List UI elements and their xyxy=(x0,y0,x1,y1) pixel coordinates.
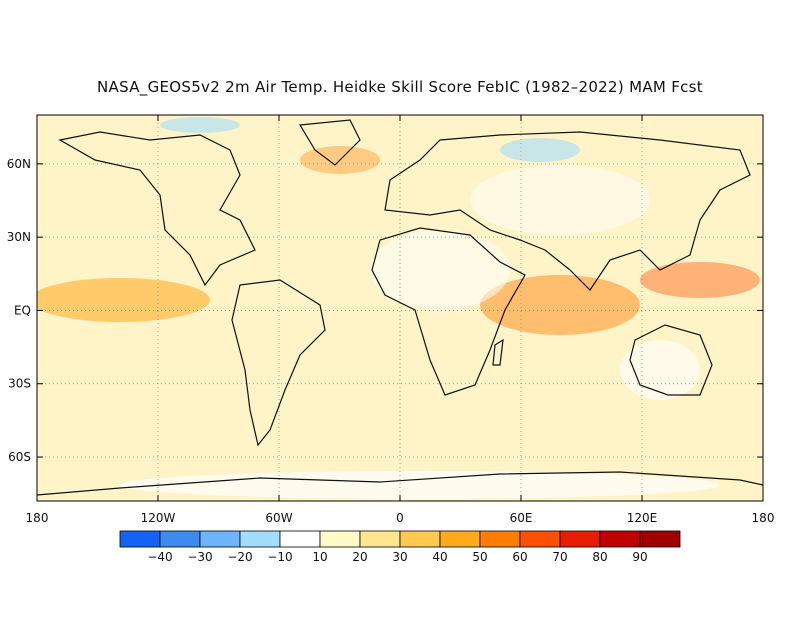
coast-north-america xyxy=(58,131,256,287)
colorbar-swatch xyxy=(199,530,241,548)
eurasia-low-skill xyxy=(470,165,650,235)
lat-label: 30S xyxy=(8,377,31,391)
coast-europe-asia xyxy=(384,131,751,291)
coastlines xyxy=(37,119,763,496)
axis-labels: 60N 30N EQ 30S 60S 180 120W 60W 0 60E 120E 180 xyxy=(7,115,775,525)
graticule xyxy=(37,115,763,501)
coast-australia xyxy=(629,324,713,396)
colorbar-label: −30 xyxy=(187,550,212,564)
west-pacific-high-skill xyxy=(640,262,760,298)
colorbar-swatch xyxy=(119,530,161,548)
australia-low-skill xyxy=(620,340,700,400)
colorbar-swatch xyxy=(439,530,481,548)
lon-label: 60E xyxy=(510,511,533,525)
colorbar-swatch xyxy=(519,530,561,548)
chart-title: NASA_GEOS5v2 2m Air Temp. Heidke Skill S… xyxy=(97,78,703,96)
colorbar-label: −10 xyxy=(267,550,292,564)
siberia-low-skill xyxy=(500,138,580,162)
lon-label: 180 xyxy=(752,511,775,525)
colorbar-label: −20 xyxy=(227,550,252,564)
colorbar-label: 70 xyxy=(552,550,567,564)
colorbar-swatch xyxy=(239,530,281,548)
colorbar-swatch xyxy=(399,530,441,548)
lat-label: 60S xyxy=(8,450,31,464)
colorbar-swatch xyxy=(479,530,521,548)
skill-field xyxy=(37,115,763,501)
lon-label: 120W xyxy=(141,511,176,525)
africa-low-skill xyxy=(370,230,510,310)
coast-africa xyxy=(371,227,526,396)
lon-label: 60W xyxy=(265,511,292,525)
lat-label: EQ xyxy=(14,303,31,317)
colorbar-label: 80 xyxy=(592,550,607,564)
colorbar-swatch xyxy=(559,530,601,548)
colorbar-swatch xyxy=(279,530,321,548)
lon-label: 180 xyxy=(26,511,49,525)
colorbar: −40 −30 −20 −10 10 20 30 40 50 60 70 80 90 xyxy=(119,530,681,564)
coast-greenland xyxy=(298,119,361,166)
indian-ocean-high-skill xyxy=(480,275,640,335)
coast-antarctica xyxy=(37,471,763,496)
lon-label: 120E xyxy=(627,511,658,525)
coast-madagascar xyxy=(492,338,504,366)
colorbar-swatch xyxy=(319,530,361,548)
colorbar-label: 20 xyxy=(352,550,367,564)
tropical-pacific-high-skill xyxy=(37,278,210,322)
colorbar-swatch xyxy=(359,530,401,548)
coast-south-america xyxy=(231,279,326,447)
colorbar-label: 10 xyxy=(312,550,327,564)
lat-label: 60N xyxy=(7,157,31,171)
colorbar-label: 90 xyxy=(632,550,647,564)
antarctica-low-skill xyxy=(120,471,720,499)
lon-label: 0 xyxy=(396,511,404,525)
lat-label: 30N xyxy=(7,230,31,244)
colorbar-label: 40 xyxy=(432,550,447,564)
colorbar-swatch xyxy=(599,530,641,548)
colorbar-label: 30 xyxy=(392,550,407,564)
colorbar-swatch xyxy=(159,530,201,548)
arctic-low-skill xyxy=(160,117,240,133)
colorbar-label: 50 xyxy=(472,550,487,564)
colorbar-label: 60 xyxy=(512,550,527,564)
colorbar-swatch xyxy=(639,530,681,548)
colorbar-label: −40 xyxy=(147,550,172,564)
